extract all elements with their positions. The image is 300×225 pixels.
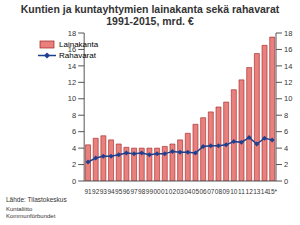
svg-text:96: 96: [123, 188, 131, 195]
svg-text:12: 12: [284, 78, 292, 87]
svg-text:99: 99: [146, 188, 154, 195]
svg-text:10: 10: [230, 188, 238, 195]
svg-text:03: 03: [176, 188, 184, 195]
svg-text:10: 10: [68, 94, 76, 103]
svg-text:94: 94: [107, 188, 115, 195]
svg-text:92: 92: [92, 188, 100, 195]
svg-text:06: 06: [199, 188, 207, 195]
svg-text:05: 05: [192, 188, 200, 195]
svg-text:00: 00: [153, 188, 161, 195]
svg-text:02: 02: [169, 188, 177, 195]
svg-text:97: 97: [130, 188, 138, 195]
svg-text:0: 0: [284, 177, 288, 186]
svg-text:8: 8: [72, 111, 76, 120]
svg-text:07: 07: [207, 188, 215, 195]
svg-text:11: 11: [238, 188, 245, 195]
svg-text:93: 93: [100, 188, 108, 195]
svg-text:0: 0: [72, 177, 76, 186]
svg-text:95: 95: [115, 188, 123, 195]
svg-text:18: 18: [284, 29, 292, 38]
svg-text:14: 14: [68, 62, 76, 71]
svg-text:98: 98: [138, 188, 146, 195]
svg-text:01: 01: [161, 188, 169, 195]
svg-text:12: 12: [246, 188, 254, 195]
svg-text:08: 08: [215, 188, 223, 195]
svg-text:16: 16: [68, 45, 76, 54]
svg-text:2: 2: [72, 160, 76, 169]
svg-text:6: 6: [72, 127, 76, 136]
svg-text:14: 14: [284, 62, 292, 71]
svg-text:6: 6: [284, 127, 288, 136]
svg-text:10: 10: [284, 94, 292, 103]
svg-text:04: 04: [184, 188, 192, 195]
svg-text:2: 2: [284, 160, 288, 169]
svg-text:91: 91: [84, 188, 92, 195]
svg-text:4: 4: [284, 144, 288, 153]
svg-text:4: 4: [72, 144, 76, 153]
svg-text:15*: 15*: [267, 188, 277, 195]
svg-text:13: 13: [253, 188, 261, 195]
svg-text:12: 12: [68, 78, 76, 87]
svg-text:18: 18: [68, 29, 76, 38]
svg-text:09: 09: [223, 188, 231, 195]
svg-text:8: 8: [284, 111, 288, 120]
svg-text:16: 16: [284, 45, 292, 54]
